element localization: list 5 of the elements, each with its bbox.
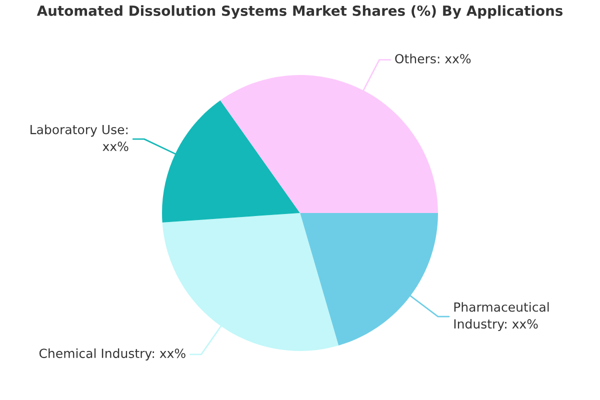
chart-title: Automated Dissolution Systems Market Shares (%) By Applications	[36, 5, 563, 19]
slice-label: Others: xx%	[395, 54, 471, 64]
slice-label: Laboratory Use: xx%	[30, 124, 128, 152]
slice-label: Pharmaceutical Industry: xx%	[454, 302, 549, 332]
slice-label: Chemical Industry: xx%	[39, 348, 186, 360]
